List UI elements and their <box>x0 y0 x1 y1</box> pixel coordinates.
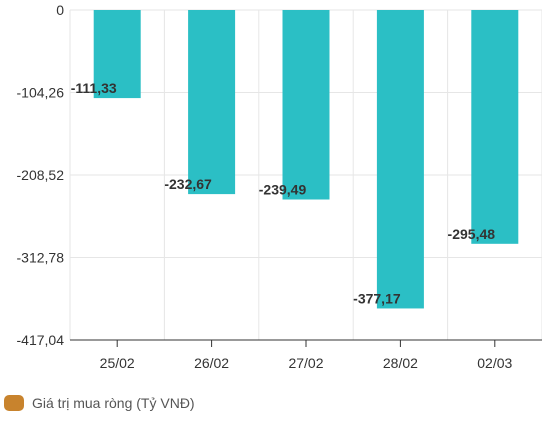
legend[interactable]: Giá trị mua ròng (Tỷ VNĐ) <box>4 395 195 411</box>
y-tick-label: -208,52 <box>17 167 65 183</box>
x-tick-label: 25/02 <box>100 355 135 371</box>
legend-swatch <box>4 395 24 411</box>
bar <box>282 10 330 200</box>
bar <box>188 10 236 195</box>
y-tick-label: -417,04 <box>17 332 65 348</box>
data-label: -111,33 <box>71 80 117 96</box>
x-tick-label: 26/02 <box>194 355 229 371</box>
y-tick-label: -104,26 <box>17 85 65 101</box>
x-tick-label: 27/02 <box>288 355 323 371</box>
bar <box>93 10 141 99</box>
bar <box>471 10 519 244</box>
y-tick-label: 0 <box>56 2 64 18</box>
bar-chart: 0 -104,26 -208,52 -312,78 -417,04 -111,33 25/0… <box>17 2 542 371</box>
legend-label: Giá trị mua ròng (Tỷ VNĐ) <box>32 395 195 411</box>
data-label: -377,17 <box>353 290 401 306</box>
x-tick-label: 28/02 <box>383 355 418 371</box>
x-tick-label: 02/03 <box>477 355 512 371</box>
data-label: -232,67 <box>164 176 212 192</box>
bar <box>376 10 424 309</box>
y-tick-label: -312,78 <box>17 250 65 266</box>
data-label: -239,49 <box>259 182 307 198</box>
data-label: -295,48 <box>448 226 496 242</box>
